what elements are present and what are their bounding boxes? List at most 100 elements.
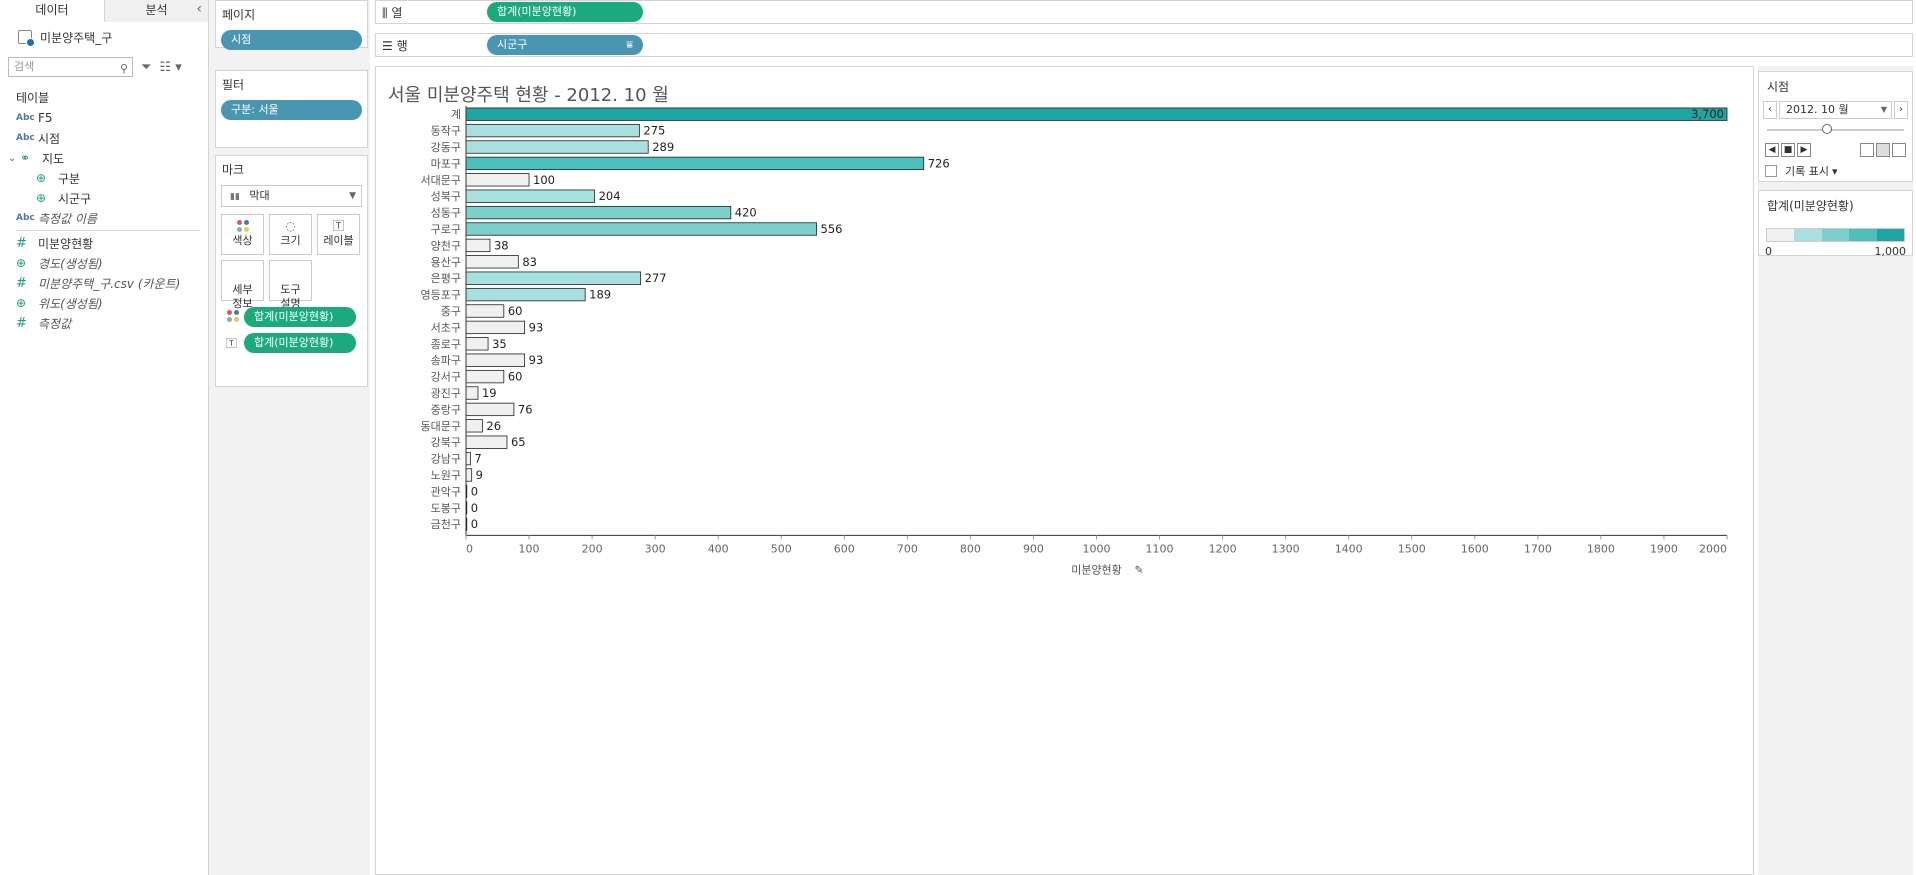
rows-pill[interactable]: 시군구 ⩸ [487, 35, 643, 55]
value-label: 420 [735, 206, 757, 220]
bar [465, 140, 649, 154]
datasource-item[interactable]: 미분양주택_구 [0, 22, 208, 52]
speed-slow-button[interactable] [1860, 143, 1874, 157]
field-item[interactable]: ⊕ 시군구 [0, 188, 208, 208]
color-ramp [1766, 228, 1905, 242]
label-encoding-pill[interactable]: 합계(미분양현황) [244, 333, 356, 353]
page-select[interactable]: 2012. 10 월 ▼ [1779, 101, 1892, 119]
chart-title: 서울 미분양주택 현황 - 2012. 10 월 [388, 85, 669, 106]
tab-analytics[interactable]: 분석 [103, 0, 208, 22]
speed-medium-button[interactable] [1876, 143, 1890, 157]
history-toggle[interactable]: 기록 표시 ▾ [1765, 163, 1906, 179]
color-button-label: 색상 [232, 234, 253, 247]
bar [465, 156, 925, 171]
measure-item[interactable]: ⊕ 위도(생성됨) [0, 293, 208, 313]
chevron-left-icon[interactable]: ‹ [196, 1, 202, 17]
value-label: 556 [821, 222, 843, 236]
size-button[interactable]: ◌ 크기 [269, 214, 312, 255]
x-tick-label: 400 [708, 542, 729, 555]
next-page-button[interactable]: › [1894, 101, 1908, 119]
bar [465, 320, 526, 335]
field-item[interactable]: ⌄ ⚭ 지도 [0, 148, 208, 168]
category-label: 송파구 [431, 354, 461, 367]
value-label: 19 [482, 386, 497, 400]
label-button[interactable]: 🅃 레이블 [317, 214, 360, 255]
x-tick-label: 500 [771, 542, 792, 555]
x-tick-label: 1100 [1146, 542, 1174, 555]
rows-shelf[interactable]: ☰ 행 시군구 ⩸ [375, 33, 1913, 57]
field-item[interactable]: Abc 시점 [0, 128, 208, 148]
field-item[interactable]: ⊕ 구분 [0, 168, 208, 188]
page-navigator: ‹ 2012. 10 월 ▼ › [1759, 101, 1912, 119]
play-forward-button[interactable]: ▶ [1797, 143, 1811, 157]
field-item[interactable]: Abc 측정값 이름 [0, 208, 208, 228]
mark-type-select[interactable]: ▮▮ 막대 ▼ [221, 185, 362, 207]
category-label: 광진구 [431, 387, 461, 400]
slider-thumb[interactable] [1822, 124, 1832, 134]
x-tick-label: 900 [1023, 542, 1044, 555]
speed-fast-button[interactable] [1892, 143, 1906, 157]
category-label: 서대문구 [421, 174, 461, 187]
columns-pill[interactable]: 합계(미분양현황) [487, 2, 643, 22]
search-input[interactable]: 검색 ⚲ [8, 57, 133, 77]
label-icon: 🅃 [226, 337, 237, 350]
measure-item[interactable]: # 미분양주택_구.csv (카운트) [0, 273, 208, 293]
color-encoding-pill[interactable]: 합계(미분양현황) [244, 307, 356, 327]
category-label: 종로구 [431, 338, 461, 351]
play-back-button[interactable]: ◀ [1765, 143, 1779, 157]
bar [465, 287, 586, 302]
globe-icon: ⊕ [36, 191, 47, 205]
bar [465, 451, 471, 466]
x-tick-label: 1500 [1398, 542, 1426, 555]
field-label: 시군구 [58, 191, 92, 206]
filters-card: 필터 구분: 서울 [215, 70, 368, 148]
x-tick-label: 300 [645, 542, 666, 555]
legend-labels: 0 1,000 [1765, 245, 1906, 258]
speed-controls [1860, 143, 1906, 157]
color-ramp-swatch [1849, 229, 1877, 241]
category-label: 서초구 [431, 321, 461, 334]
view-options-icon[interactable]: ☷ ▾ [159, 59, 182, 75]
globe-icon: ⊕ [36, 171, 47, 185]
string-field-icon: Abc [16, 213, 35, 223]
category-label: 용산구 [431, 256, 461, 269]
category-label: 강동구 [431, 141, 461, 154]
tooltip-button[interactable]: 도구 설명 [269, 260, 312, 310]
x-tick-label: 1300 [1272, 542, 1300, 555]
measure-item[interactable]: # 미분양현황 [0, 233, 208, 253]
columns-shelf[interactable]: ⫼ 열 합계(미분양현황) [375, 0, 1913, 24]
x-axis-title: 미분양현황 [1071, 563, 1122, 576]
x-tick-label: 1800 [1587, 542, 1615, 555]
dimension-list: Abc F5 Abc 시점 ⌄ ⚭ 지도 ⊕ 구분 ⊕ 시군구 Abc 측정값 이름 [0, 108, 208, 228]
category-label: 금천구 [431, 517, 461, 531]
chevron-down-icon[interactable]: ⌄ [8, 152, 17, 164]
sort-icon[interactable]: ⩸ [626, 38, 633, 51]
field-label: F5 [38, 111, 53, 125]
category-label: 노원구 [431, 469, 461, 482]
field-label: 측정값 이름 [38, 211, 98, 226]
string-field-icon: Abc [16, 113, 35, 123]
chevron-down-icon: ▼ [1880, 105, 1887, 114]
tab-data[interactable]: 데이터 [0, 0, 104, 22]
measure-item[interactable]: ⊕ 경도(생성됨) [0, 253, 208, 273]
category-label: 관악구 [431, 485, 461, 498]
history-checkbox[interactable] [1765, 165, 1777, 177]
marks-card: 마크 ▮▮ 막대 ▼ 색상 ◌ 크기 🅃 레이블 [215, 155, 368, 387]
bar [465, 402, 515, 417]
measure-item[interactable]: # 측정값 [0, 313, 208, 333]
filter-pill[interactable]: 구분: 서울 [221, 100, 362, 120]
prev-page-button[interactable]: ‹ [1763, 101, 1777, 119]
bar [465, 107, 1728, 121]
color-button[interactable]: 색상 [221, 214, 264, 255]
filters-title: 필터 [222, 78, 245, 92]
pages-pill[interactable]: 시점 [221, 30, 362, 50]
page-slider[interactable] [1767, 124, 1904, 134]
tables-heading: 테이블 [16, 91, 50, 105]
detail-button[interactable]: 세부 정보 [221, 260, 264, 310]
history-caret[interactable]: ▾ [1831, 164, 1838, 178]
stop-button[interactable]: ■ [1781, 143, 1795, 157]
filter-icon[interactable]: ⏷ [141, 59, 152, 75]
field-item[interactable]: Abc F5 [0, 108, 208, 128]
category-label: 구로구 [431, 223, 461, 236]
